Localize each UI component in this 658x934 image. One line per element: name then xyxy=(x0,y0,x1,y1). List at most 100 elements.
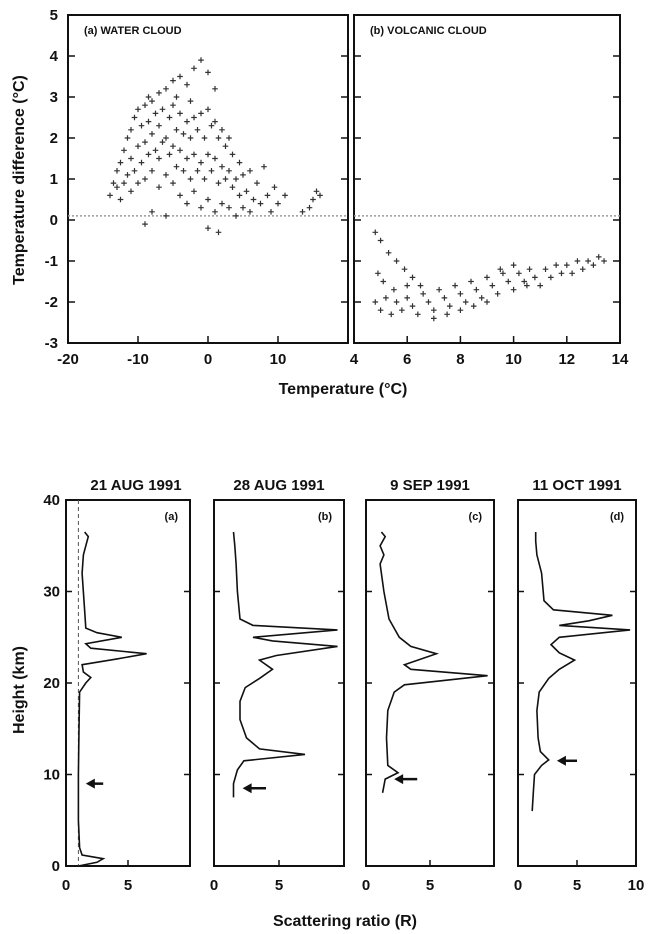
x-tick-label: 5 xyxy=(124,877,132,894)
data-point xyxy=(194,127,201,133)
data-point xyxy=(145,151,152,158)
data-point xyxy=(510,262,517,268)
data-point xyxy=(191,65,197,72)
data-point xyxy=(205,106,211,113)
data-point xyxy=(128,127,134,133)
y-tick-label: 2 xyxy=(50,130,58,147)
data-point xyxy=(601,258,607,264)
data-point xyxy=(170,102,176,108)
data-point xyxy=(131,114,138,121)
y-tick-label: -2 xyxy=(45,294,58,311)
data-point xyxy=(177,110,183,117)
data-point xyxy=(219,200,225,207)
data-point xyxy=(247,209,253,215)
x-tick-label: 4 xyxy=(350,351,359,368)
data-point xyxy=(548,274,554,281)
data-point xyxy=(393,258,400,264)
data-point xyxy=(532,274,538,281)
data-point xyxy=(250,196,257,203)
data-point xyxy=(401,266,408,272)
data-point xyxy=(375,270,381,277)
data-point xyxy=(142,102,148,108)
data-point xyxy=(383,295,389,301)
panel-a-label: (a) WATER CLOUD xyxy=(84,25,182,37)
data-point xyxy=(521,278,528,285)
data-point xyxy=(124,172,131,178)
data-point xyxy=(222,143,229,149)
water-cloud-plot-frame xyxy=(67,14,349,344)
data-point xyxy=(149,98,155,104)
data-point xyxy=(191,188,197,195)
data-point xyxy=(212,209,218,215)
data-point xyxy=(152,110,159,117)
panel-label: (a) xyxy=(165,511,179,523)
data-point xyxy=(191,151,197,158)
data-point xyxy=(317,192,323,199)
y-tick-label: 40 xyxy=(43,492,60,509)
data-point xyxy=(595,254,602,260)
data-point xyxy=(163,135,169,141)
data-point xyxy=(564,262,570,268)
data-point xyxy=(415,311,421,318)
volcanic-cloud-plot-frame xyxy=(353,14,621,344)
data-point xyxy=(128,155,134,162)
data-point xyxy=(436,286,442,293)
y-tick-label: 0 xyxy=(50,212,58,229)
data-point xyxy=(219,127,225,133)
scattering-profile-line xyxy=(379,531,488,793)
panel-label: (c) xyxy=(469,511,483,523)
x-tick-label: 0 xyxy=(210,877,218,894)
data-point xyxy=(215,180,222,186)
panel-frame xyxy=(213,499,345,867)
data-point xyxy=(310,196,316,203)
data-point xyxy=(409,274,416,281)
scattering-profile-line xyxy=(531,532,631,812)
x-tick-label: 5 xyxy=(573,877,581,894)
data-point xyxy=(145,94,152,100)
data-point xyxy=(177,192,183,199)
data-point xyxy=(457,291,464,297)
data-point xyxy=(524,282,530,289)
data-point xyxy=(236,159,243,166)
data-point xyxy=(420,291,426,297)
data-point xyxy=(187,135,194,141)
water-cloud-points xyxy=(107,57,323,236)
data-point xyxy=(138,159,145,166)
data-point xyxy=(579,266,586,272)
data-point xyxy=(194,168,201,174)
data-point xyxy=(208,122,215,129)
data-point xyxy=(226,204,232,211)
data-point xyxy=(404,282,410,289)
data-point xyxy=(149,131,155,137)
data-point xyxy=(184,81,190,88)
lidar-profile-panels: 21 AUG 1991 (a) 0 10 20 30 40 0 5 28 AUG 1991 (b) 0… xyxy=(43,477,644,894)
data-point xyxy=(377,307,384,313)
data-point xyxy=(205,196,211,203)
data-point xyxy=(159,106,166,113)
x-tick-label: 10 xyxy=(505,351,522,368)
data-point xyxy=(372,299,379,305)
scattering-profile-line xyxy=(232,531,338,798)
data-point xyxy=(114,184,120,190)
data-point xyxy=(226,168,232,174)
data-point xyxy=(431,307,437,313)
data-point xyxy=(553,262,559,268)
x-tick-label: -20 xyxy=(57,351,79,368)
x-tick-label: 0 xyxy=(204,351,212,368)
data-point xyxy=(494,291,501,297)
data-point xyxy=(510,286,517,293)
data-point xyxy=(431,315,437,322)
x-tick-label: 5 xyxy=(275,877,283,894)
data-point xyxy=(170,143,176,149)
data-point xyxy=(173,94,180,100)
panel-date-title: 28 AUG 1991 xyxy=(233,477,324,494)
data-point xyxy=(222,176,229,182)
lower-y-axis-label: Height (km) xyxy=(11,646,28,734)
arrow-head xyxy=(394,774,404,785)
data-point xyxy=(145,118,152,125)
data-point xyxy=(142,221,148,227)
data-point xyxy=(121,147,127,154)
data-point xyxy=(201,176,208,182)
data-point xyxy=(184,200,190,207)
